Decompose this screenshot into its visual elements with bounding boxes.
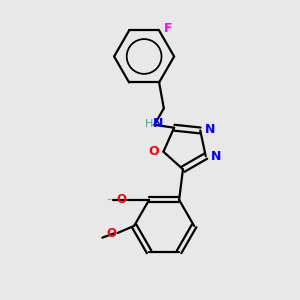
Text: O: O: [148, 145, 159, 158]
Text: methoxy: methoxy: [108, 199, 114, 200]
Text: H: H: [145, 118, 153, 129]
Text: O: O: [117, 193, 127, 206]
Text: N: N: [205, 123, 215, 136]
Text: N: N: [210, 150, 221, 163]
Text: F: F: [164, 22, 172, 34]
Text: O: O: [106, 227, 116, 240]
Text: N: N: [153, 117, 164, 130]
